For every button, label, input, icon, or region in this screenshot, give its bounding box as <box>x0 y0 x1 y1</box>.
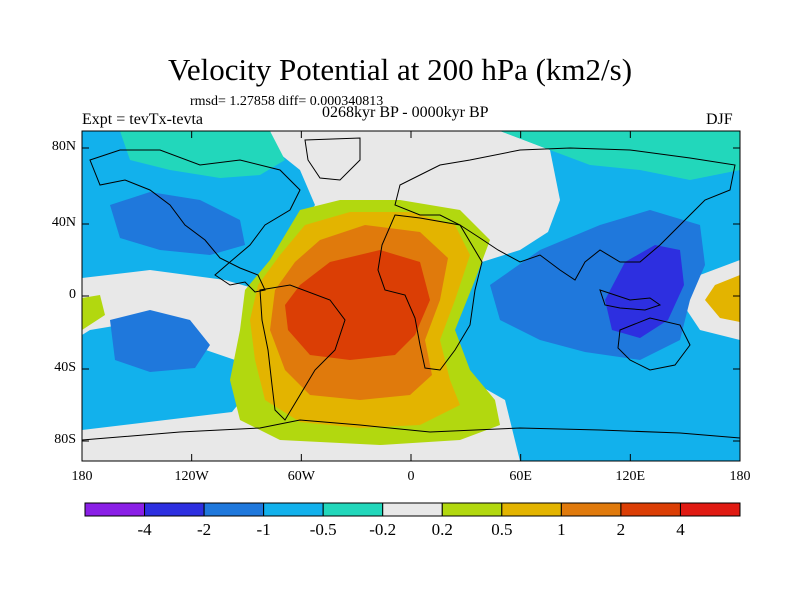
colorbar-label: -0.5 <box>309 520 337 539</box>
map-fields <box>82 131 740 461</box>
coast-maritime-continent <box>599 289 662 311</box>
colorbar-label: 4 <box>676 520 685 539</box>
lat-tick-label: 0 <box>69 287 76 302</box>
colorbar-swatch <box>203 502 265 517</box>
colorbar-label: -1 <box>256 520 271 539</box>
colorbar-swatch <box>144 502 205 517</box>
colorbar-label: 1 <box>557 520 566 539</box>
season-label: DJF <box>706 111 733 128</box>
lat-tick-label: 40S <box>54 360 76 375</box>
coast-australia <box>617 317 691 371</box>
experiment-label: Expt = tevTx-tevta <box>82 111 203 128</box>
map-title: Velocity Potential at 200 hPa (km2/s) <box>167 52 633 87</box>
colorbar-swatch <box>84 502 146 517</box>
field-negative-0.2-siberia <box>500 131 740 180</box>
coast-eurasia <box>394 147 736 281</box>
coast-africa <box>377 214 483 371</box>
lat-tick-label: 80N <box>51 139 76 154</box>
lat-tick-label: 80S <box>54 432 76 447</box>
lon-tick-label: 0 <box>407 469 415 484</box>
colorbar-swatch <box>263 502 324 517</box>
coast-north-america <box>89 149 301 293</box>
period-label: 0268kyr BP - 0000kyr BP <box>322 104 489 121</box>
lon-tick-label: 60W <box>287 469 315 484</box>
colorbar-swatch <box>620 502 681 517</box>
lat-tick-label: 40N <box>51 215 76 230</box>
field-positive-eastpacific-edge <box>705 275 740 322</box>
axis-ticks <box>81 131 741 461</box>
field-positive-westpacific-edge <box>82 295 105 330</box>
field-negative-1-pacific-south <box>110 310 210 372</box>
lon-tick-label: 120E <box>615 469 646 484</box>
coast-south-america <box>259 284 346 421</box>
colorbar-swatch <box>322 502 384 517</box>
colorbar-label: 0.5 <box>491 520 513 539</box>
field-negative-2-maritime <box>605 245 684 338</box>
lon-tick-label: 180 <box>729 469 751 484</box>
colorbar-label: 2 <box>616 520 626 539</box>
colorbar-label: -4 <box>137 520 152 539</box>
lon-tick-label: 120W <box>174 469 209 484</box>
colorbar-swatch <box>382 502 443 517</box>
colorbar-swatch <box>679 502 741 517</box>
field-negative-1-pacific-north <box>110 192 245 255</box>
field-negative-0.2-north <box>120 131 285 178</box>
coast-antarctica <box>82 419 740 441</box>
colorbar-label: -2 <box>196 520 212 539</box>
colorbar-swatch <box>560 502 622 517</box>
field-neutral-westpacific <box>82 270 260 360</box>
colorbar-label: -0.2 <box>369 520 397 539</box>
coastlines <box>82 137 740 441</box>
lon-tick-label: 60E <box>509 469 532 484</box>
field-positive-2 <box>285 250 430 360</box>
colorbar-swatch <box>501 502 562 517</box>
stats-text: rmsd= 1.27858 diff= 0.000340813 <box>190 94 384 109</box>
lon-tick-label: 180 <box>71 469 93 484</box>
colorbar-label: 0.2 <box>431 520 453 539</box>
colorbar <box>84 502 741 517</box>
colorbar-swatch <box>441 502 503 517</box>
coast-greenland <box>304 137 361 181</box>
